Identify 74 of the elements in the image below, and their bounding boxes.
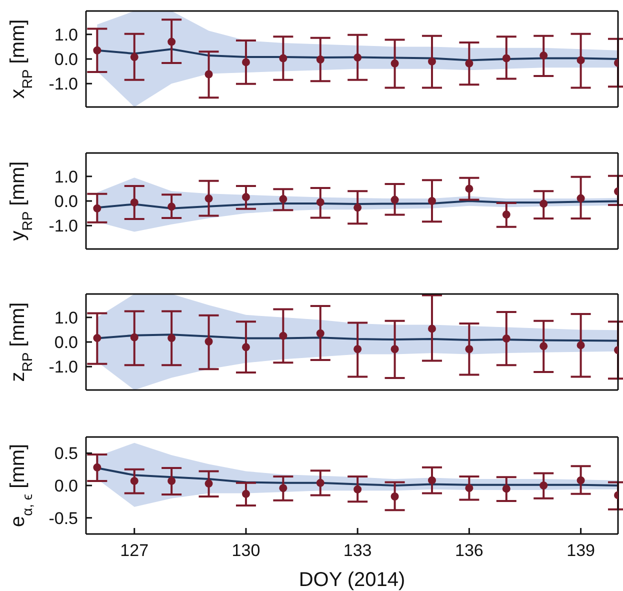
point bbox=[204, 480, 213, 488]
point bbox=[354, 345, 362, 354]
point bbox=[502, 210, 510, 219]
point bbox=[316, 329, 324, 338]
point bbox=[502, 334, 510, 343]
point bbox=[242, 58, 250, 66]
y-tick-label: 0.0 bbox=[54, 333, 78, 352]
x-tick-label: 136 bbox=[455, 541, 484, 560]
point bbox=[390, 59, 399, 68]
point bbox=[316, 55, 324, 64]
point bbox=[465, 484, 474, 492]
point bbox=[279, 332, 288, 340]
point bbox=[502, 54, 510, 62]
point bbox=[465, 345, 474, 354]
point bbox=[279, 484, 288, 492]
x-tick-label: 127 bbox=[120, 541, 149, 560]
point bbox=[354, 204, 362, 212]
point bbox=[354, 54, 362, 62]
point bbox=[540, 342, 548, 350]
point bbox=[204, 194, 213, 203]
point bbox=[130, 333, 138, 342]
point bbox=[279, 195, 288, 204]
point bbox=[540, 482, 548, 490]
point bbox=[93, 204, 102, 212]
point bbox=[576, 341, 585, 350]
point bbox=[576, 476, 585, 484]
point bbox=[204, 338, 213, 346]
point bbox=[390, 196, 399, 204]
point bbox=[93, 463, 102, 472]
point bbox=[242, 193, 250, 202]
y-tick-label: 1.0 bbox=[54, 167, 78, 186]
point bbox=[428, 197, 436, 205]
point bbox=[316, 478, 324, 487]
x-tick-label: 130 bbox=[232, 541, 260, 560]
point bbox=[354, 485, 362, 494]
point bbox=[93, 334, 102, 342]
point bbox=[428, 57, 436, 66]
point bbox=[390, 345, 399, 354]
point bbox=[168, 38, 176, 46]
point bbox=[242, 343, 250, 352]
y-tick-label: -0.5 bbox=[48, 508, 78, 528]
point bbox=[130, 198, 138, 206]
y-tick-label: 0.0 bbox=[54, 476, 78, 496]
point bbox=[576, 194, 585, 202]
y-tick-label: 1.0 bbox=[54, 308, 78, 328]
point bbox=[465, 59, 474, 68]
y-tick-label: -1.0 bbox=[48, 216, 78, 236]
point bbox=[316, 198, 324, 206]
point bbox=[130, 476, 138, 485]
y-tick-label: 0.0 bbox=[54, 50, 78, 70]
point bbox=[242, 490, 250, 498]
point bbox=[390, 492, 399, 500]
point bbox=[576, 56, 585, 64]
x-tick-label: 139 bbox=[566, 541, 595, 560]
point bbox=[130, 53, 138, 62]
y-tick-label: 1.0 bbox=[54, 25, 78, 44]
point bbox=[168, 202, 176, 211]
y-tick-label: 0.5 bbox=[54, 444, 78, 464]
point bbox=[428, 324, 436, 333]
x-tick-label: 133 bbox=[343, 541, 372, 560]
point bbox=[540, 52, 548, 60]
y-tick-label: -1.0 bbox=[48, 74, 78, 94]
point bbox=[204, 70, 213, 78]
point bbox=[428, 476, 436, 484]
point bbox=[465, 184, 474, 193]
x-axis-title: DOY (2014) bbox=[298, 569, 406, 591]
point bbox=[168, 334, 176, 342]
point bbox=[168, 476, 176, 485]
point bbox=[279, 54, 288, 62]
point bbox=[93, 46, 102, 54]
y-tick-label: -1.0 bbox=[48, 358, 78, 377]
point bbox=[502, 484, 510, 493]
point bbox=[540, 200, 548, 208]
y-tick-label: 0.0 bbox=[54, 192, 78, 212]
